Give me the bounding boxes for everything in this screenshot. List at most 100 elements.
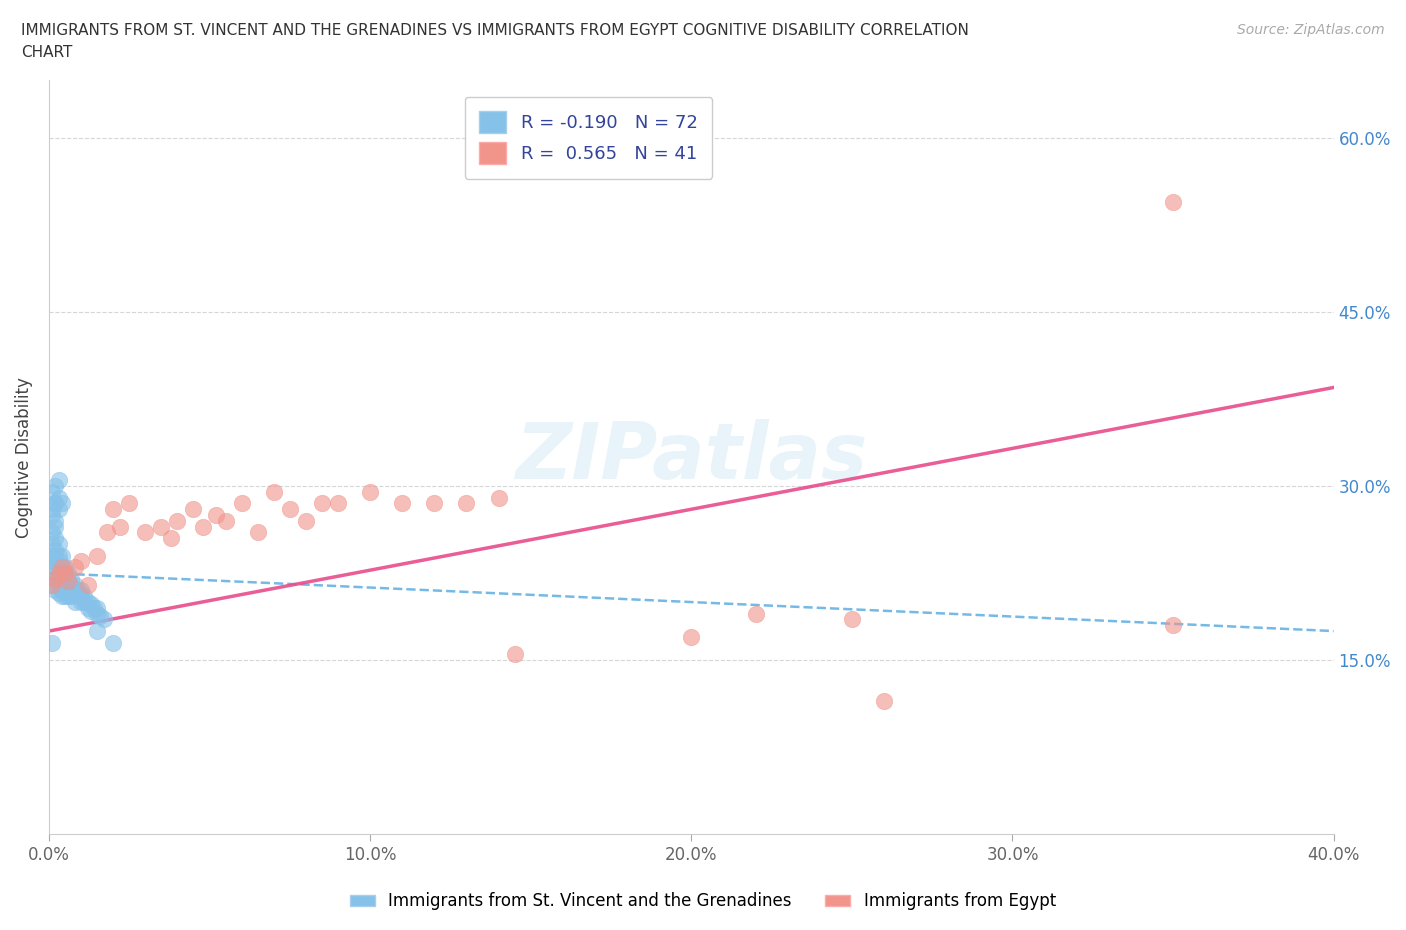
- Point: [63, 594, 86, 609]
- Point: [359, 485, 381, 499]
- Point: [311, 496, 333, 511]
- Point: [44, 479, 66, 494]
- Point: [263, 485, 285, 499]
- Point: [326, 496, 349, 511]
- Point: [70, 594, 93, 609]
- Point: [70, 589, 93, 604]
- Point: [73, 594, 96, 609]
- Point: [66, 583, 89, 598]
- Point: [488, 490, 510, 505]
- Point: [41, 578, 63, 592]
- Point: [41, 485, 63, 499]
- Point: [58, 580, 80, 595]
- Point: [48, 565, 70, 580]
- Point: [53, 589, 76, 604]
- Point: [205, 508, 228, 523]
- Point: [48, 578, 70, 592]
- Point: [53, 565, 76, 580]
- Point: [1161, 194, 1184, 209]
- Point: [51, 589, 73, 604]
- Point: [295, 513, 318, 528]
- Point: [76, 578, 98, 592]
- Point: [86, 606, 108, 621]
- Point: [103, 635, 125, 650]
- Point: [44, 571, 66, 586]
- Point: [44, 519, 66, 534]
- Point: [391, 496, 413, 511]
- Point: [41, 502, 63, 517]
- Text: Source: ZipAtlas.com: Source: ZipAtlas.com: [1237, 23, 1385, 37]
- Point: [118, 496, 141, 511]
- Point: [48, 502, 70, 517]
- Point: [48, 537, 70, 551]
- Point: [80, 597, 103, 612]
- Point: [86, 601, 108, 616]
- Point: [44, 513, 66, 528]
- Point: [423, 496, 446, 511]
- Point: [48, 571, 70, 586]
- Point: [48, 565, 70, 580]
- Point: [48, 554, 70, 569]
- Point: [108, 519, 131, 534]
- Point: [41, 548, 63, 563]
- Point: [73, 589, 96, 604]
- Point: [278, 502, 301, 517]
- Point: [51, 560, 73, 575]
- Point: [53, 574, 76, 589]
- Point: [134, 525, 156, 540]
- Point: [80, 604, 103, 618]
- Point: [51, 583, 73, 598]
- Point: [51, 560, 73, 575]
- Point: [44, 496, 66, 511]
- Point: [41, 537, 63, 551]
- Point: [63, 583, 86, 598]
- Point: [41, 525, 63, 540]
- Point: [60, 589, 83, 604]
- Point: [89, 608, 111, 623]
- Point: [86, 624, 108, 639]
- Point: [166, 513, 188, 528]
- Point: [44, 571, 66, 586]
- Point: [41, 508, 63, 523]
- Point: [53, 565, 76, 580]
- Point: [456, 496, 478, 511]
- Point: [63, 578, 86, 592]
- Point: [873, 693, 896, 708]
- Point: [96, 525, 118, 540]
- Point: [51, 548, 73, 563]
- Point: [44, 496, 66, 511]
- Point: [41, 565, 63, 580]
- Point: [93, 612, 115, 627]
- Point: [1161, 618, 1184, 632]
- Point: [58, 574, 80, 589]
- Point: [44, 554, 66, 569]
- Point: [41, 578, 63, 592]
- Point: [44, 542, 66, 557]
- Point: [76, 594, 98, 609]
- Point: [191, 519, 214, 534]
- Text: IMMIGRANTS FROM ST. VINCENT AND THE GRENADINES VS IMMIGRANTS FROM EGYPT COGNITIV: IMMIGRANTS FROM ST. VINCENT AND THE GREN…: [21, 23, 969, 38]
- Point: [103, 502, 125, 517]
- Point: [246, 525, 269, 540]
- Point: [58, 589, 80, 604]
- Point: [744, 606, 766, 621]
- Point: [60, 578, 83, 592]
- Point: [53, 583, 76, 598]
- Text: ZIPatlas: ZIPatlas: [515, 419, 868, 495]
- Point: [841, 612, 863, 627]
- Point: [51, 496, 73, 511]
- Point: [41, 635, 63, 650]
- Point: [86, 548, 108, 563]
- Point: [48, 548, 70, 563]
- Point: [48, 472, 70, 487]
- Point: [183, 502, 205, 517]
- Point: [70, 554, 93, 569]
- Point: [44, 583, 66, 598]
- Point: [63, 560, 86, 575]
- Point: [44, 531, 66, 546]
- Point: [60, 571, 83, 586]
- Point: [51, 578, 73, 592]
- Point: [58, 574, 80, 589]
- Point: [66, 589, 89, 604]
- Legend: Immigrants from St. Vincent and the Grenadines, Immigrants from Egypt: Immigrants from St. Vincent and the Gren…: [343, 885, 1063, 917]
